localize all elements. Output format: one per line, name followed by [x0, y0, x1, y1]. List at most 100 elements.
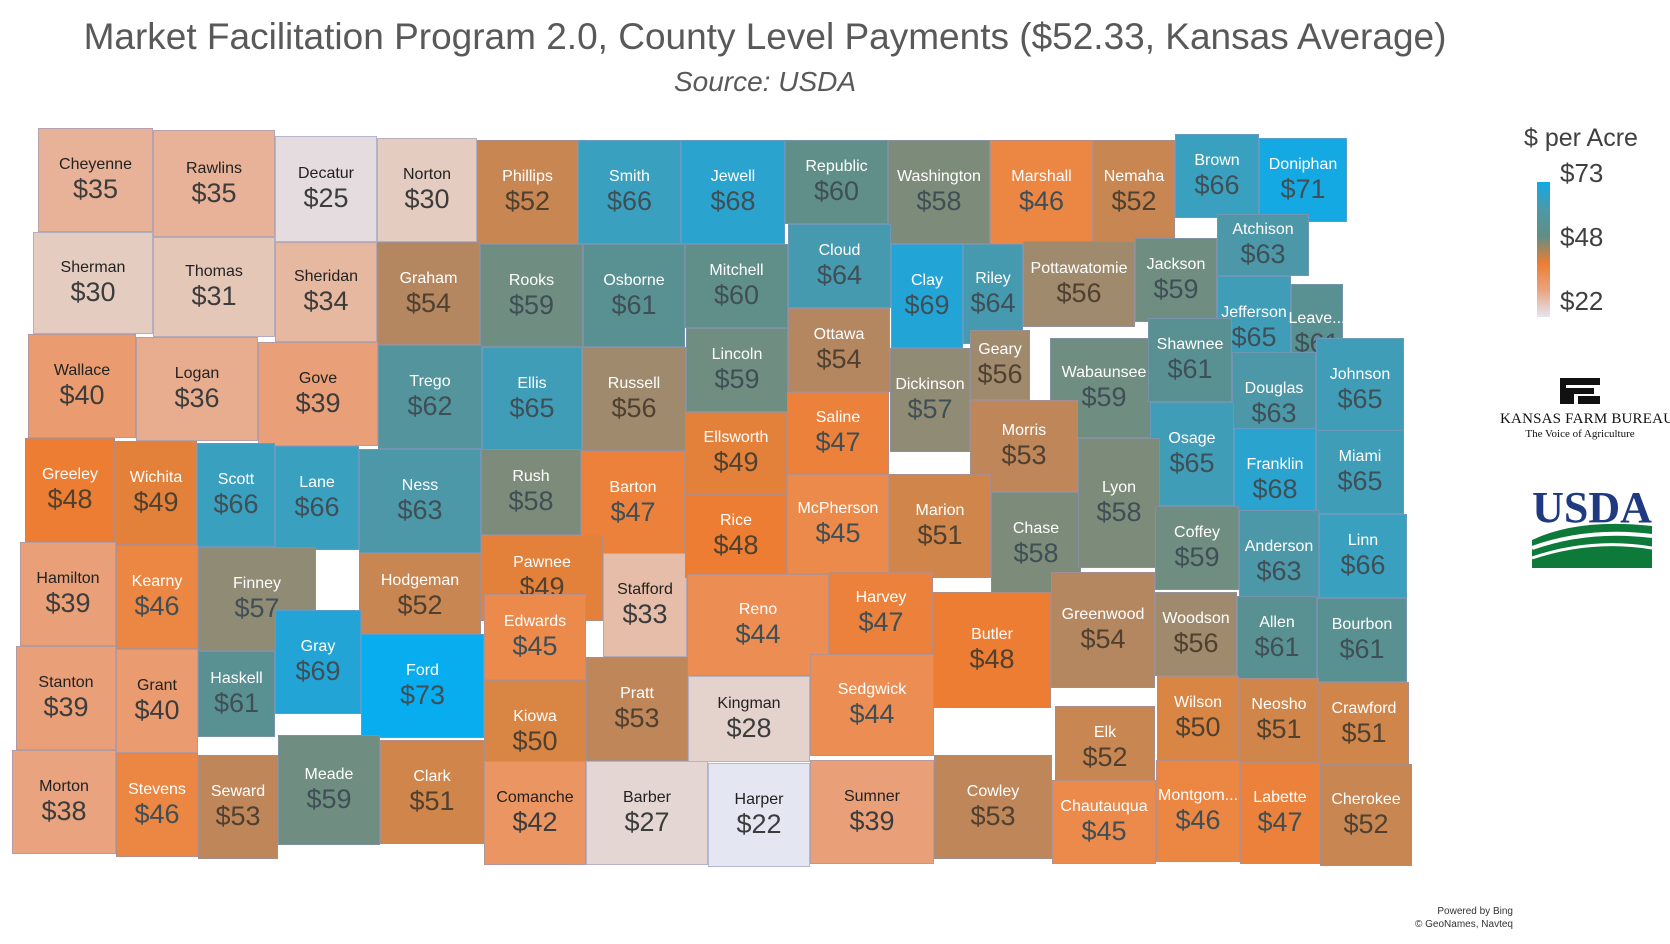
county-value: $59	[508, 289, 555, 320]
county-name: Sherman	[60, 259, 126, 276]
county-harvey: Harvey $47	[829, 572, 933, 654]
county-value: $63	[1256, 556, 1302, 586]
county-value: $25	[303, 183, 349, 213]
county-name: Cloud	[818, 242, 861, 259]
chart-title: Market Facilitation Program 2.0, County …	[83, 16, 1447, 57]
county-republic: Republic $60	[785, 140, 888, 224]
county-pottawatomie: Pottawatomie $56	[1023, 241, 1135, 327]
county-name: Crawford	[1331, 700, 1397, 717]
county-ellis: Ellis $65	[482, 347, 582, 451]
county-allen: Allen $61	[1237, 596, 1317, 680]
county-name: Sumner	[843, 788, 901, 805]
county-name: Rooks	[508, 271, 555, 289]
county-stanton: Stanton $39	[16, 646, 116, 750]
county-rawlins: Rawlins $35	[153, 130, 275, 237]
county-jewell: Jewell $68	[681, 140, 785, 244]
county-name: Finney	[232, 575, 282, 592]
county-name: Atchison	[1232, 221, 1294, 238]
county-name: Stafford	[617, 581, 673, 598]
county-name: Ottawa	[813, 326, 865, 343]
county-value: $56	[977, 359, 1023, 389]
county-name: Reno	[738, 601, 778, 618]
county-name: Jewell	[710, 168, 756, 185]
county-name: Grant	[136, 677, 177, 694]
county-johnson: Johnson $65	[1316, 338, 1404, 442]
county-value: $40	[134, 695, 180, 725]
county-value: $66	[213, 489, 259, 519]
county-name: Johnson	[1329, 366, 1391, 383]
county-value: $65	[1169, 448, 1215, 478]
county-name: Logan	[174, 365, 220, 382]
county-name: Hamilton	[36, 570, 100, 587]
usda-logo-text: USDA	[1532, 483, 1652, 532]
county-name: Butler	[971, 626, 1013, 643]
county-name: Decatur	[297, 165, 355, 182]
county-name: Cowley	[966, 783, 1020, 800]
county-name: Greeley	[41, 466, 99, 483]
county-value: $46	[1175, 805, 1221, 835]
county-value: $51	[1256, 714, 1302, 744]
county-harper: Harper $22	[708, 763, 810, 867]
county-name: Meade	[304, 766, 354, 783]
county-stevens: Stevens $46	[116, 753, 198, 857]
county-name: Trego	[409, 373, 451, 390]
county-name: Edwards	[503, 613, 567, 630]
county-value: $64	[970, 288, 1016, 318]
county-value: $48	[713, 530, 759, 560]
county-crawford: Crawford $51	[1319, 682, 1409, 766]
county-lyon: Lyon $58	[1078, 438, 1160, 568]
county-name: Comanche	[496, 789, 574, 806]
county-name: Russell	[607, 375, 661, 392]
county-lincoln: Lincoln $59	[686, 328, 788, 412]
county-thomas: Thomas $31	[153, 237, 275, 337]
county-value: $63	[1251, 398, 1297, 428]
county-value: $51	[1341, 718, 1387, 748]
county-gove: Gove $39	[258, 342, 378, 446]
county-name: Gove	[298, 370, 338, 387]
county-value: $35	[72, 174, 119, 204]
county-name: Elk	[1093, 724, 1117, 741]
county-value: $53	[614, 703, 660, 733]
county-value: $63	[1240, 239, 1286, 269]
county-clark: Clark $51	[380, 740, 484, 844]
county-chautauqua: Chautauqua $45	[1052, 780, 1156, 864]
county-value: $42	[512, 807, 558, 837]
county-elk: Elk $52	[1055, 706, 1155, 790]
county-value: $58	[508, 486, 554, 516]
county-value: $50	[512, 726, 558, 756]
county-seward: Seward $53	[198, 755, 278, 859]
county-ottawa: Ottawa $54	[788, 308, 890, 392]
county-name: Nemaha	[1103, 168, 1165, 185]
county-value: $60	[713, 280, 760, 310]
county-value: $35	[191, 177, 237, 208]
county-barber: Barber $27	[586, 761, 708, 865]
map-credit: Powered by Bing © GeoNames, Navteq	[1415, 905, 1513, 931]
county-value: $69	[295, 656, 341, 686]
county-name: Harper	[734, 791, 784, 808]
county-value: $39	[45, 588, 91, 618]
county-butler: Butler $48	[933, 592, 1051, 708]
county-name: Barber	[622, 789, 672, 806]
county-value: $66	[1340, 550, 1386, 580]
county-value: $45	[512, 631, 558, 661]
county-value: $66	[606, 186, 653, 216]
county-value: $61	[611, 289, 657, 320]
county-sheridan: Sheridan $34	[275, 242, 377, 342]
county-cherokee: Cherokee $52	[1320, 764, 1412, 866]
county-name: Brown	[1194, 152, 1240, 169]
county-hamilton: Hamilton $39	[20, 542, 116, 646]
county-montgom: Montgom... $46	[1156, 760, 1240, 862]
county-name: Douglas	[1244, 380, 1304, 397]
county-name: Shawnee	[1156, 336, 1224, 353]
county-value: $73	[399, 680, 446, 710]
county-value: $46	[134, 799, 180, 829]
county-name: Jackson	[1146, 256, 1206, 273]
county-value: $61	[1167, 354, 1213, 384]
county-value: $63	[397, 495, 443, 525]
county-value: $44	[735, 619, 781, 649]
county-name: Neosho	[1251, 696, 1307, 713]
county-trego: Trego $62	[378, 345, 482, 449]
county-value: $27	[624, 807, 670, 837]
county-value: $22	[736, 809, 782, 839]
county-name: Wilson	[1173, 694, 1222, 711]
